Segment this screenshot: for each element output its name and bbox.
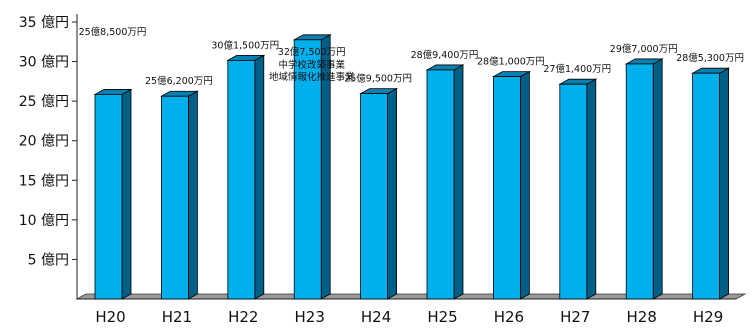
bar-front [492, 76, 521, 300]
bar-front [94, 94, 123, 300]
y-tick-label: 15 億円 [19, 173, 69, 189]
y-tick-label: 25 億円 [19, 94, 69, 110]
bar-H21 [159, 90, 199, 300]
bar-H22 [226, 54, 266, 300]
bar-front [160, 95, 189, 300]
data-label: 27億1,400万円 [543, 63, 611, 75]
bar-side [121, 88, 132, 300]
bar-front [559, 83, 588, 300]
x-tick-label: H25 [427, 308, 457, 326]
data-label: 25億8,500万円 [79, 26, 147, 38]
x-tick-label: H21 [162, 308, 192, 326]
bar-side [520, 70, 530, 300]
bar-front [227, 59, 256, 300]
bar-H24 [359, 87, 399, 300]
bar-H26 [491, 70, 531, 300]
y-tick-label: 10 億円 [19, 213, 69, 229]
bars [93, 34, 731, 300]
x-tick-label: H26 [494, 308, 524, 326]
bar-side [187, 90, 198, 300]
bar-front [692, 72, 720, 300]
bar-front [293, 39, 322, 300]
data-label: 30億1,500万円 [211, 39, 279, 51]
x-tick-label: H27 [560, 308, 590, 326]
y-tick-label: 5 億円 [28, 252, 69, 268]
x-tick-label: H28 [627, 308, 657, 326]
data-label: 29億7,000万円 [610, 43, 678, 55]
bar-side [586, 78, 597, 300]
bar-front [625, 63, 654, 300]
annotation-line: 中学校改築事業 [278, 59, 345, 71]
bar-H20 [93, 88, 133, 300]
data-label: 28億9,400万円 [411, 49, 479, 61]
x-tick-label: H22 [228, 308, 258, 326]
y-axis: 5 億円 10 億円 15 億円 20 億円 25 億円 30 億円 35 億円 [19, 15, 77, 268]
x-tick-label: H29 [693, 308, 723, 326]
x-tick-label: H24 [361, 308, 391, 326]
bar-H23 [292, 34, 332, 300]
bar-H29 [691, 67, 731, 300]
data-label: 25億9,500万円 [344, 73, 412, 85]
bar-side [387, 87, 398, 300]
x-tick-label: H20 [95, 308, 125, 326]
annotation-line: 地域情報化推進事業 [269, 71, 355, 83]
bar-front [360, 93, 389, 300]
bar-H27 [558, 78, 598, 300]
data-label: 32億7,500万円 [278, 46, 346, 58]
y-tick-label: 20 億円 [19, 134, 69, 150]
bar-side [652, 58, 663, 300]
bar-side [719, 67, 729, 300]
bar-H25 [425, 64, 465, 300]
bar-side [254, 54, 265, 300]
x-axis: H20 H21 H22 H23 H24 H25 H26 H27 H28 H29 [95, 308, 723, 326]
y-tick-label: 30 億円 [19, 55, 69, 71]
bar-H28 [624, 58, 664, 300]
bar-side [453, 64, 464, 300]
data-label: 25億6,200万円 [145, 75, 213, 87]
data-label: 28億1,000万円 [477, 56, 545, 68]
y-tick-label: 35 億円 [19, 15, 69, 31]
data-label: 28億5,300万円 [676, 52, 744, 64]
data-labels: 25億8,500万円 25億6,200万円 30億1,500万円32億7,500万円… [79, 26, 744, 87]
bar-front [426, 69, 455, 300]
x-tick-label: H23 [295, 308, 325, 326]
